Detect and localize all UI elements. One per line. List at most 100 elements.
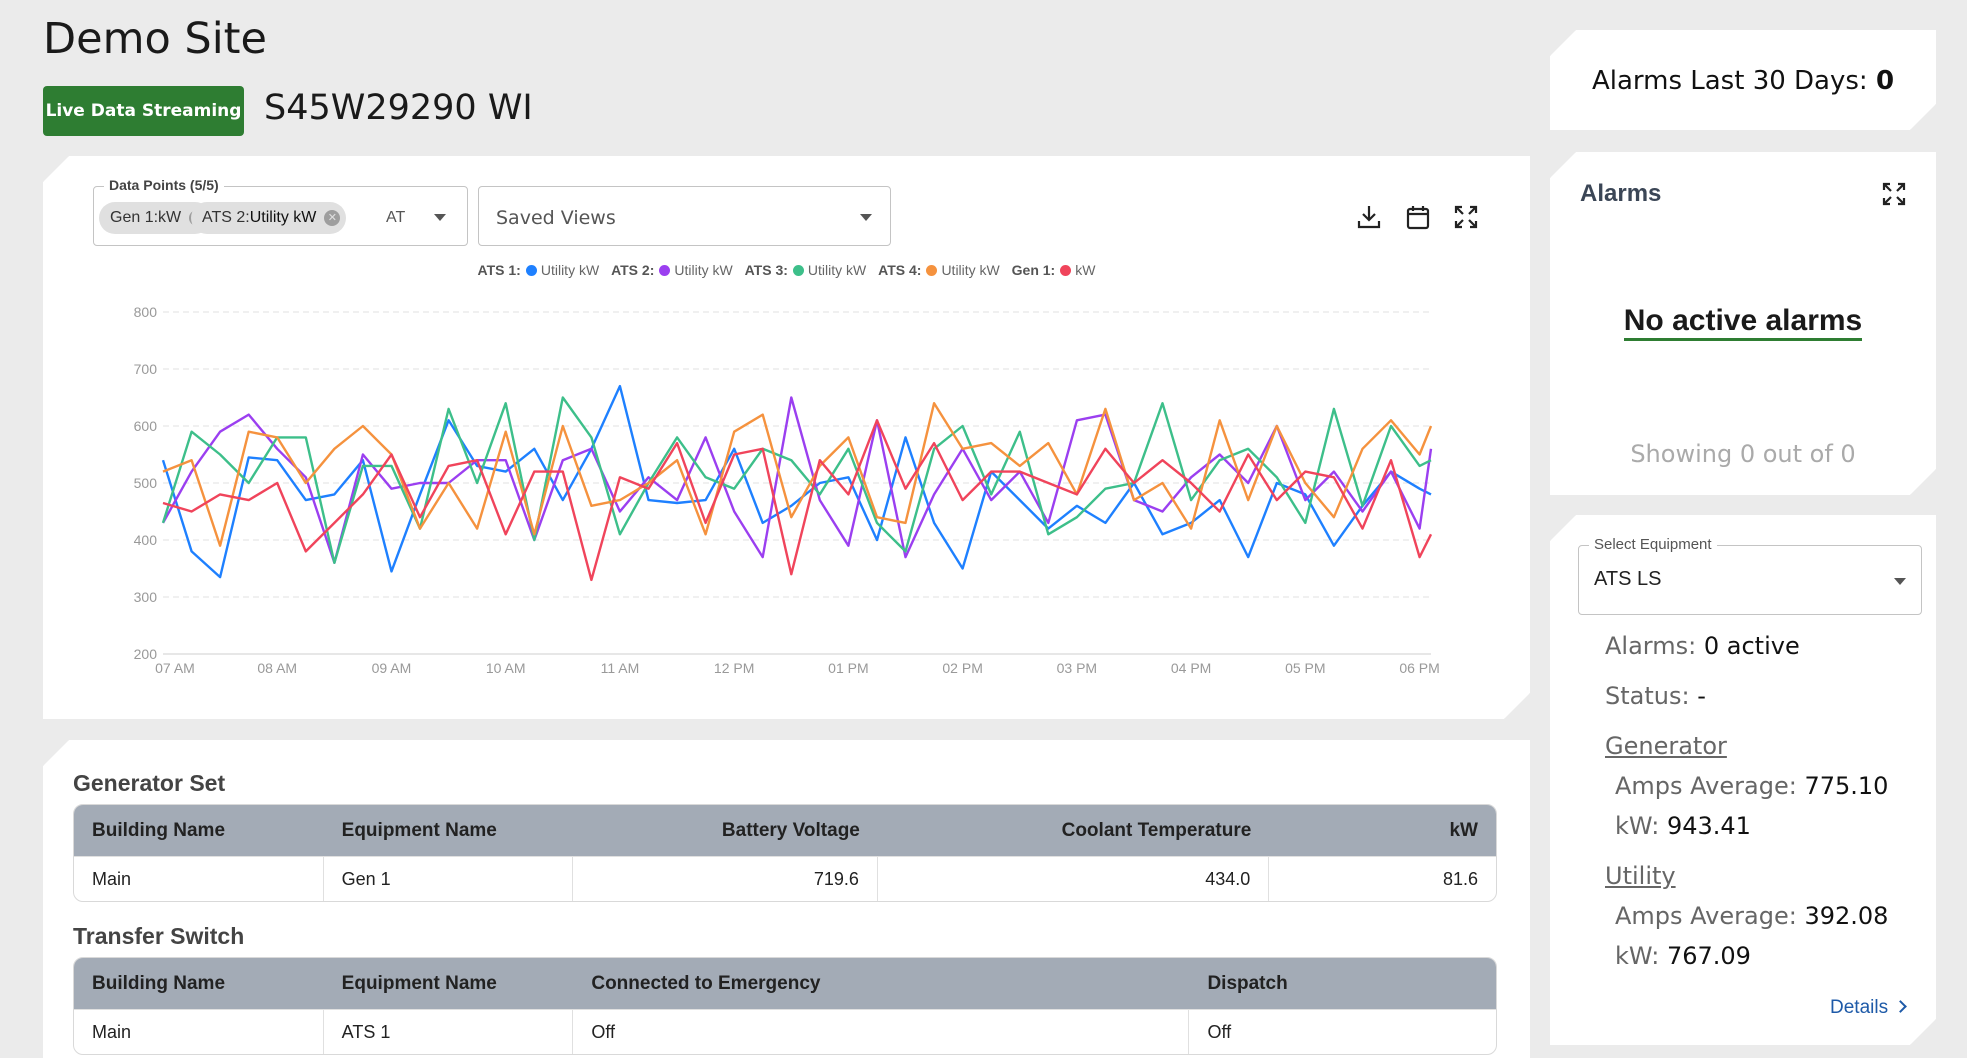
legend-swatch	[659, 265, 670, 276]
legend-label: Utility kW	[807, 262, 867, 278]
chip-suffix: kW	[158, 209, 182, 226]
generator-set-table: Building Name Equipment Name Battery Vol…	[73, 804, 1497, 902]
legend-item[interactable]: ATS 2: Utility kW	[611, 262, 733, 278]
chip-remove-icon[interactable]: ✕	[324, 210, 340, 226]
column-header[interactable]: Building Name	[92, 972, 226, 994]
legend-device: ATS 4:	[878, 262, 922, 278]
column-header[interactable]: Equipment Name	[341, 819, 497, 841]
series-line-0[interactable]	[163, 386, 1431, 577]
details-link[interactable]: Details	[1830, 997, 1905, 1019]
legend-device: Gen 1:	[1011, 262, 1056, 278]
alarms-showing-count: Showing 0 out of 0	[1630, 440, 1856, 468]
fullscreen-icon[interactable]	[1880, 180, 1908, 208]
legend-label: Utility kW	[540, 262, 600, 278]
table-cell: Main	[74, 1010, 324, 1054]
equipment-status: Status: -	[1605, 682, 1706, 710]
data-points-select[interactable]: Data Points (5/5) Gen 1:kW ✕ ATS 2:Utili…	[93, 186, 468, 246]
transfer-switch-title: Transfer Switch	[73, 923, 245, 949]
fullscreen-icon[interactable]	[1451, 202, 1481, 232]
alarms-title: Alarms	[1580, 180, 1662, 207]
legend-swatch	[926, 265, 937, 276]
legend-label: Utility kW	[674, 262, 733, 278]
x-tick-label: 02 PM	[942, 660, 982, 676]
column-header[interactable]: kW	[1449, 819, 1478, 841]
legend-device: ATS 3:	[744, 262, 788, 278]
kv-label: Amps Average:	[1615, 772, 1797, 800]
chip-ats2-utility-kw[interactable]: ATS 2:Utility kW ✕	[191, 202, 346, 234]
kv-value: 767.09	[1666, 942, 1751, 970]
x-tick-label: 04 PM	[1171, 660, 1211, 676]
kv-value: 392.08	[1804, 902, 1889, 930]
series-line-3[interactable]	[163, 403, 1431, 546]
saved-views-select[interactable]: Saved Views	[478, 186, 891, 246]
x-tick-label: 06 PM	[1399, 660, 1439, 676]
y-tick-label: 400	[134, 532, 158, 548]
series-line-1[interactable]	[163, 398, 1431, 563]
table-cell: Off	[1207, 1021, 1232, 1042]
legend-item[interactable]: ATS 4: Utility kW	[878, 262, 1000, 278]
generator-amps: Amps Average: 775.10	[1615, 772, 1888, 800]
chevron-down-icon[interactable]	[1894, 578, 1906, 585]
table-cell: Gen 1	[324, 857, 574, 901]
table-header: Building Name Equipment Name Connected t…	[74, 958, 1496, 1009]
legend-device: ATS 2:	[611, 262, 655, 278]
kv-label: Alarms:	[1605, 632, 1697, 660]
generator-kw: kW: 943.41	[1615, 812, 1751, 840]
table-header: Building Name Equipment Name Battery Vol…	[74, 805, 1496, 856]
calendar-icon[interactable]	[1403, 202, 1433, 232]
table-cell: Main	[74, 857, 324, 901]
data-points-label: Data Points (5/5)	[104, 177, 224, 193]
column-header[interactable]: Equipment Name	[341, 972, 497, 994]
alarms-30-days-text: Alarms Last 30 Days: 0	[1550, 66, 1936, 96]
column-header[interactable]: Battery Voltage	[721, 819, 860, 841]
chip-prefix: Gen 1:	[110, 209, 159, 226]
equipment-alarms: Alarms: 0 active	[1605, 632, 1800, 660]
column-header[interactable]: Connected to Emergency	[591, 972, 821, 994]
column-header[interactable]: Coolant Temperature	[1061, 819, 1252, 841]
select-equipment[interactable]: Select Equipment ATS LS	[1578, 545, 1922, 615]
utility-kw: kW: 767.09	[1615, 942, 1751, 970]
x-tick-label: 08 AM	[257, 660, 297, 676]
y-tick-label: 500	[134, 475, 158, 491]
live-data-button[interactable]: Live Data Streaming	[43, 86, 244, 136]
legend-item[interactable]: ATS 1: Utility kW	[478, 262, 600, 278]
x-tick-label: 11 AM	[601, 660, 640, 676]
chart-card: Data Points (5/5) Gen 1:kW ✕ ATS 2:Utili…	[43, 156, 1530, 719]
series-line-2[interactable]	[163, 398, 1431, 563]
legend-swatch	[1060, 265, 1071, 276]
x-tick-label: 10 AM	[486, 660, 526, 676]
kv-label: Status:	[1605, 682, 1690, 710]
kv-value: -	[1697, 682, 1706, 710]
chevron-down-icon[interactable]	[434, 214, 446, 221]
transfer-switch-table: Building Name Equipment Name Connected t…	[73, 957, 1497, 1055]
utility-amps: Amps Average: 392.08	[1615, 902, 1888, 930]
download-icon[interactable]	[1354, 202, 1384, 232]
column-header[interactable]: Dispatch	[1207, 972, 1288, 994]
legend-item[interactable]: Gen 1: kW	[1012, 262, 1096, 278]
y-tick-label: 300	[134, 589, 158, 605]
legend-swatch	[793, 265, 804, 276]
chip-overflow: AT	[386, 209, 406, 226]
x-tick-label: 01 PM	[828, 660, 868, 676]
line-chart: 200 300 400 500 600 700 800 07 AM 08 AM 09 AM 10 A…	[43, 286, 1530, 701]
y-tick-label: 700	[134, 361, 158, 377]
alarms-30-days-card: Alarms Last 30 Days: 0	[1550, 30, 1936, 130]
x-tick-label: 07 AM	[155, 660, 195, 676]
legend-label: Utility kW	[941, 262, 1000, 278]
y-tick-label: 600	[134, 418, 158, 434]
chevron-down-icon[interactable]	[860, 214, 872, 221]
tables-card: Generator Set Building Name Equipment Na…	[43, 740, 1530, 1058]
legend-item[interactable]: ATS 3: Utility kW	[745, 262, 867, 278]
utility-subtitle: Utility	[1605, 862, 1676, 890]
table-row[interactable]: Main Gen 1 719.6 434.0 81.6	[74, 856, 1496, 901]
y-tick-label: 200	[134, 646, 158, 662]
series-line-4[interactable]	[163, 420, 1431, 580]
column-header[interactable]: Building Name	[92, 819, 226, 841]
alarms-card: Alarms No active alarms Showing 0 out of…	[1550, 152, 1936, 495]
select-equipment-value: ATS LS	[1594, 568, 1662, 590]
select-equipment-label: Select Equipment	[1589, 536, 1717, 553]
table-cell: Off	[573, 1010, 1190, 1054]
chart-legend: ATS 1: Utility kW ATS 2: Utility kW ATS 3:…	[43, 262, 1530, 278]
chip-suffix: Utility kW	[249, 209, 317, 226]
table-row[interactable]: Main ATS 1 Off Off	[74, 1009, 1496, 1054]
